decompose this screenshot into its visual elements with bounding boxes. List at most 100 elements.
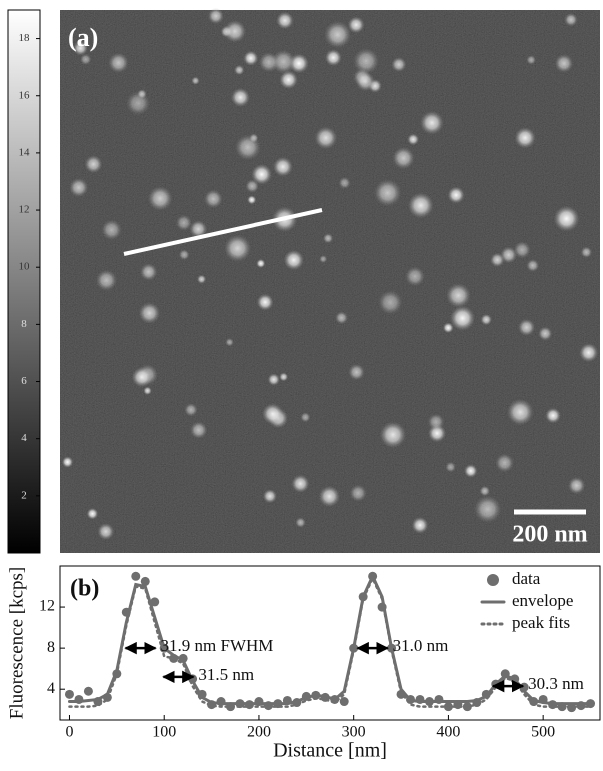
spot bbox=[353, 48, 380, 75]
spot bbox=[323, 233, 334, 244]
spot bbox=[446, 283, 471, 308]
x-tick-label: 0 bbox=[65, 724, 73, 741]
x-tick-label: 500 bbox=[531, 724, 555, 741]
spot bbox=[138, 302, 161, 324]
spot bbox=[518, 318, 536, 336]
spot bbox=[108, 52, 129, 73]
spot bbox=[175, 214, 192, 231]
data-point bbox=[83, 686, 93, 696]
spot bbox=[379, 421, 407, 448]
panel-label: (a) bbox=[68, 23, 98, 52]
spot bbox=[480, 313, 492, 326]
colorbar-tick-label: 10 bbox=[19, 261, 31, 273]
spot bbox=[319, 255, 328, 264]
y-tick-label: 8 bbox=[47, 639, 55, 656]
spot bbox=[338, 176, 351, 189]
spot bbox=[545, 407, 561, 424]
spot bbox=[262, 489, 277, 504]
spot bbox=[197, 274, 207, 284]
spot bbox=[514, 127, 536, 149]
spot bbox=[262, 403, 284, 425]
spot bbox=[318, 485, 341, 508]
spot bbox=[258, 52, 279, 73]
data-point bbox=[140, 576, 150, 586]
spot bbox=[324, 49, 342, 67]
peak-fit-line bbox=[68, 575, 592, 708]
spot bbox=[474, 495, 502, 523]
spot bbox=[526, 259, 540, 272]
data-point bbox=[131, 571, 141, 581]
spot bbox=[568, 476, 586, 495]
spot bbox=[420, 110, 444, 135]
spot bbox=[273, 156, 293, 177]
spot bbox=[407, 133, 420, 146]
spot bbox=[86, 507, 99, 520]
spot bbox=[84, 155, 103, 174]
spot bbox=[73, 40, 88, 56]
colorbar-tick-label: 14 bbox=[19, 146, 31, 158]
spot bbox=[405, 266, 425, 287]
colorbar bbox=[7, 9, 41, 554]
data-point bbox=[339, 697, 349, 707]
spot bbox=[579, 343, 599, 363]
spot bbox=[223, 20, 247, 43]
annotation: 30.3 nm bbox=[528, 674, 584, 693]
colorbar-tick-label: 8 bbox=[21, 318, 27, 330]
spot bbox=[225, 338, 234, 347]
spot bbox=[140, 263, 158, 281]
spot bbox=[300, 412, 311, 423]
x-tick-label: 100 bbox=[152, 724, 176, 741]
spot bbox=[335, 311, 348, 325]
scale-bar-label: 200 nm bbox=[512, 522, 587, 548]
spot bbox=[203, 189, 223, 209]
spot bbox=[243, 50, 259, 66]
spot bbox=[374, 179, 402, 207]
spot bbox=[295, 517, 306, 528]
spot bbox=[267, 373, 280, 386]
spot bbox=[247, 195, 257, 205]
spot bbox=[580, 246, 593, 258]
colorbar-tick-label: 6 bbox=[21, 375, 27, 387]
spot bbox=[513, 241, 531, 259]
colorbar-tick-label: 4 bbox=[21, 432, 27, 444]
spot bbox=[245, 179, 259, 193]
spot bbox=[101, 219, 122, 241]
spot bbox=[61, 456, 74, 468]
fluorescence-image bbox=[60, 8, 600, 553]
spot bbox=[207, 8, 224, 24]
data-point bbox=[64, 689, 74, 699]
spot bbox=[553, 205, 580, 232]
spot bbox=[411, 516, 429, 534]
spot bbox=[355, 72, 376, 92]
y-tick-label: 12 bbox=[39, 598, 55, 615]
annotation: 31.0 nm bbox=[393, 636, 449, 655]
spot bbox=[251, 164, 272, 185]
x-tick-label: 200 bbox=[247, 724, 271, 741]
spot bbox=[131, 367, 152, 388]
spot bbox=[349, 484, 367, 502]
colorbar-tick-label: 2 bbox=[21, 489, 27, 501]
spot bbox=[283, 249, 304, 271]
spot bbox=[526, 55, 536, 65]
spot bbox=[407, 192, 434, 219]
spot bbox=[279, 372, 289, 382]
spot bbox=[348, 363, 365, 381]
spot bbox=[191, 76, 200, 85]
y-tick-label: 4 bbox=[47, 680, 55, 697]
spot bbox=[391, 57, 407, 72]
spot bbox=[271, 49, 296, 74]
legend-label: envelope bbox=[512, 591, 573, 610]
legend-label: data bbox=[512, 569, 541, 588]
spot bbox=[95, 269, 118, 291]
spot bbox=[347, 16, 365, 34]
x-tick-label: 300 bbox=[342, 724, 366, 741]
spot bbox=[538, 326, 553, 341]
panel-label: (b) bbox=[70, 576, 99, 602]
spot bbox=[147, 186, 173, 211]
spot bbox=[230, 87, 250, 107]
spot bbox=[190, 421, 208, 439]
colorbar-tick-label: 12 bbox=[19, 204, 30, 216]
spot bbox=[427, 413, 445, 431]
spot bbox=[392, 146, 415, 170]
